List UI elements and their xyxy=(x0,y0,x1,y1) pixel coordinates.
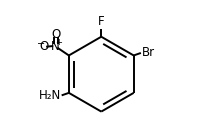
Text: N: N xyxy=(51,39,60,52)
Text: F: F xyxy=(98,15,105,28)
Text: O: O xyxy=(51,28,60,41)
Text: Br: Br xyxy=(142,46,155,59)
Text: +: + xyxy=(55,38,62,47)
Text: −: − xyxy=(37,39,46,49)
Text: H₂N: H₂N xyxy=(39,89,61,102)
Text: O: O xyxy=(39,40,48,53)
